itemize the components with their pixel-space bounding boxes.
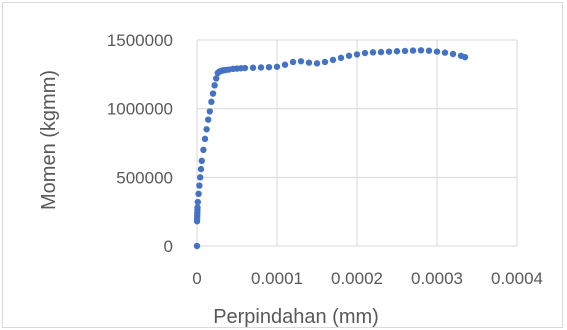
x-axis-title: Perpindahan (mm) [213, 306, 379, 328]
x-tick-label: 0 [192, 269, 201, 288]
data-point [329, 56, 337, 64]
x-tick-label: 0.0004 [491, 269, 543, 288]
data-point [321, 58, 329, 66]
data-point [425, 47, 433, 54]
data-point [197, 174, 204, 181]
x-tick-label: 0.0001 [251, 269, 303, 288]
data-point [249, 64, 257, 71]
x-tick-labels: 0 0.0001 0.0002 0.0003 0.0004 [192, 269, 543, 288]
y-tick-labels: 0 500000 1000000 1500000 [107, 31, 173, 256]
data-point [441, 49, 449, 56]
data-series [193, 47, 469, 250]
data-point [461, 53, 469, 61]
data-point [198, 157, 205, 165]
data-point [449, 50, 457, 58]
data-point [337, 54, 345, 62]
y-tick-label: 0 [164, 237, 173, 256]
data-point [203, 126, 210, 133]
chart-frame [2, 2, 563, 328]
data-point [417, 47, 425, 54]
data-point [297, 58, 305, 65]
y-tick-label: 1000000 [107, 100, 173, 119]
x-tick-label: 0.0002 [331, 269, 383, 288]
data-point [265, 63, 273, 71]
data-point [305, 59, 313, 66]
grid-lines [196, 39, 518, 247]
y-axis-title: Momen (kgmm) [38, 70, 60, 210]
data-point [257, 64, 265, 71]
data-point [313, 60, 321, 67]
data-point [193, 242, 201, 250]
data-point [361, 49, 369, 57]
data-point [241, 64, 249, 72]
data-point [377, 48, 385, 56]
data-point [206, 108, 213, 115]
data-point [433, 48, 441, 55]
data-point [208, 98, 215, 106]
data-point [409, 47, 417, 54]
data-point [211, 82, 218, 89]
data-point [196, 182, 203, 189]
data-point [194, 204, 201, 211]
y-tick-label: 500000 [116, 168, 173, 187]
data-point [289, 58, 297, 66]
data-point [209, 90, 217, 97]
data-point [393, 48, 401, 55]
data-point [281, 61, 289, 68]
data-point [213, 75, 220, 82]
data-point [197, 165, 205, 173]
data-point [195, 190, 202, 198]
data-point [353, 51, 361, 58]
x-tick-label: 0.0003 [411, 269, 463, 288]
data-point [273, 63, 281, 70]
y-tick-label: 1500000 [107, 31, 173, 50]
data-point [345, 52, 353, 59]
data-point [205, 116, 212, 123]
data-point [201, 135, 209, 143]
data-point [385, 48, 393, 55]
data-point [401, 47, 409, 55]
data-point [369, 49, 377, 56]
data-point [194, 198, 201, 206]
data-point [200, 146, 207, 154]
